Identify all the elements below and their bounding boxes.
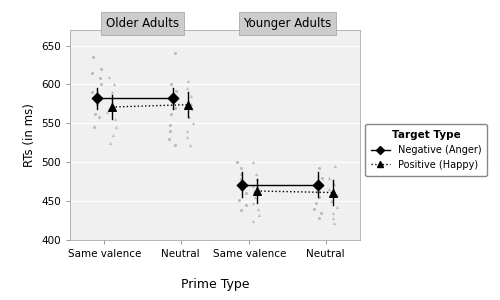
Point — [242, 191, 250, 196]
Point — [108, 96, 116, 101]
Point — [314, 216, 322, 220]
Point — [253, 189, 261, 194]
Point — [96, 76, 104, 81]
Point — [326, 187, 334, 192]
Point — [326, 199, 334, 203]
Title: Older Adults: Older Adults — [106, 17, 179, 30]
Point — [110, 82, 118, 87]
Point — [106, 140, 114, 145]
Point — [169, 96, 177, 101]
Legend: Negative (Anger), Positive (Happy): Negative (Anger), Positive (Happy) — [365, 124, 488, 176]
Point — [172, 88, 180, 93]
Point — [108, 105, 116, 110]
Point — [92, 96, 100, 101]
Point — [252, 172, 260, 176]
Point — [242, 202, 250, 207]
Point — [111, 117, 119, 122]
Point — [333, 205, 341, 210]
Point — [237, 208, 245, 213]
Point — [314, 189, 322, 194]
Point — [182, 135, 190, 140]
Point — [238, 177, 246, 182]
Title: Younger Adults: Younger Adults — [244, 17, 332, 30]
Point — [329, 210, 337, 215]
Point — [236, 172, 244, 176]
Point — [166, 122, 173, 127]
Point — [168, 112, 175, 116]
Point — [253, 177, 261, 182]
Point — [315, 166, 323, 171]
Point — [186, 143, 194, 148]
Point — [249, 218, 257, 223]
Point — [312, 200, 320, 205]
Point — [166, 129, 173, 134]
Point — [330, 220, 338, 225]
Point — [184, 102, 192, 107]
Point — [325, 176, 333, 180]
Point — [318, 176, 326, 180]
Point — [188, 107, 196, 112]
Point — [188, 121, 196, 126]
Point — [334, 193, 342, 197]
Point — [90, 55, 98, 60]
Point — [250, 189, 258, 194]
Point — [97, 67, 105, 71]
Point — [167, 82, 175, 87]
Point — [237, 187, 245, 192]
Point — [314, 182, 322, 187]
Point — [235, 197, 243, 202]
Point — [317, 210, 325, 215]
Point — [95, 115, 103, 119]
Point — [90, 112, 98, 116]
Point — [255, 213, 263, 218]
Point — [169, 96, 177, 101]
Point — [249, 160, 257, 165]
Point — [104, 109, 112, 114]
Point — [170, 105, 178, 110]
Point — [314, 185, 322, 190]
Point — [238, 182, 246, 187]
Point — [183, 129, 191, 134]
Point — [108, 101, 116, 106]
Point — [330, 182, 338, 186]
Point — [171, 51, 179, 56]
Point — [186, 101, 194, 106]
Point — [105, 74, 113, 79]
Point — [112, 125, 120, 130]
Point — [251, 195, 259, 200]
Point — [88, 70, 96, 75]
Y-axis label: RTs (in ms): RTs (in ms) — [22, 103, 36, 167]
Point — [184, 78, 192, 83]
Point — [316, 195, 324, 200]
Point — [90, 125, 98, 130]
Point — [109, 133, 117, 137]
Point — [254, 206, 262, 211]
Point — [310, 206, 318, 211]
Point — [188, 94, 196, 98]
Point — [331, 164, 339, 169]
Point — [96, 82, 104, 87]
Point — [186, 115, 194, 119]
Point — [237, 182, 245, 186]
Point — [314, 179, 322, 184]
Point — [108, 90, 116, 94]
Point — [93, 101, 101, 106]
Point — [248, 200, 256, 205]
Point — [249, 183, 257, 188]
Point — [330, 190, 338, 195]
Point — [238, 166, 246, 171]
Point — [88, 90, 96, 94]
Text: Prime Type: Prime Type — [181, 278, 249, 291]
Point — [164, 136, 172, 141]
Point — [234, 160, 241, 165]
Point — [172, 143, 179, 148]
Point — [329, 216, 337, 220]
Point — [184, 86, 192, 91]
